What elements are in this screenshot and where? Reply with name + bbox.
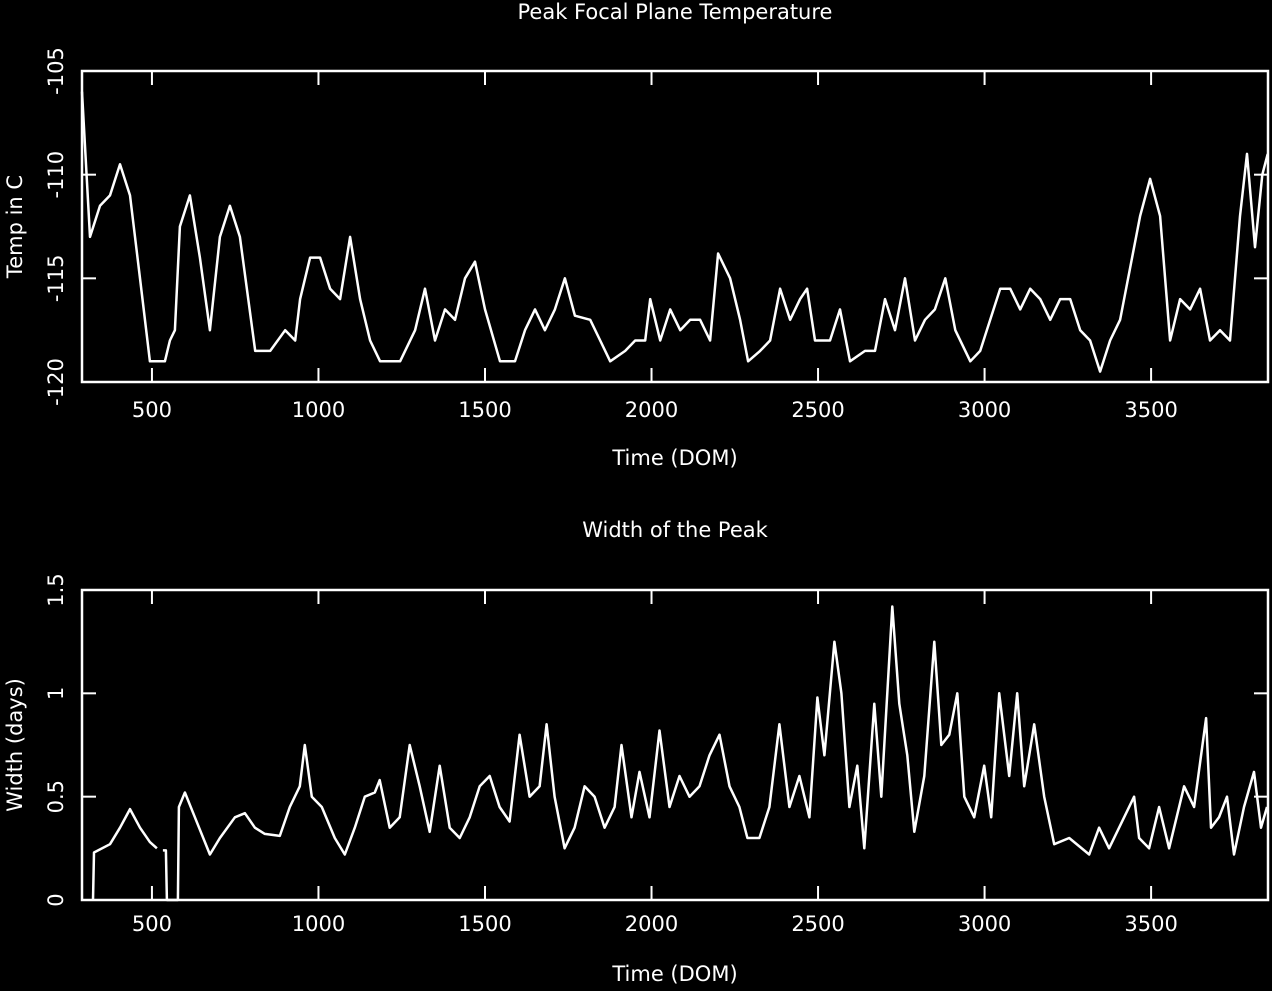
x-tick-label: 3000 — [958, 912, 1011, 936]
x-tick-label: 1500 — [458, 912, 511, 936]
x-tick-label: 3000 — [958, 398, 1011, 422]
data-line — [80, 91, 1269, 373]
y-tick-label: 1.5 — [44, 573, 68, 606]
plot-frame — [80, 69, 1270, 384]
chart-title: Width of the Peak — [582, 518, 768, 542]
x-tick-label: 1500 — [458, 398, 511, 422]
x-tick-label: 500 — [132, 912, 172, 936]
y-tick-label: -110 — [44, 151, 68, 199]
x-tick-label: 500 — [132, 398, 172, 422]
x-tick-label: 2500 — [791, 912, 844, 936]
x-axis-label: Time (DOM) — [611, 446, 737, 470]
data-line — [91, 605, 1269, 902]
y-axis-label: Temp in C — [3, 175, 27, 279]
y-axis-label: Width (days) — [3, 678, 27, 812]
x-tick-label: 2500 — [791, 398, 844, 422]
x-tick-label: 1000 — [292, 398, 345, 422]
y-tick-label: 0.5 — [44, 780, 68, 813]
x-tick-label: 3500 — [1124, 398, 1177, 422]
x-tick-label: 1000 — [292, 912, 345, 936]
x-tick-label: 3500 — [1124, 912, 1177, 936]
x-tick-label: 2000 — [625, 398, 678, 422]
x-tick-label: 2000 — [625, 912, 678, 936]
x-axis-label: Time (DOM) — [611, 962, 737, 986]
y-tick-label: -105 — [44, 47, 68, 95]
chart-title: Peak Focal Plane Temperature — [518, 0, 833, 24]
plot-frame — [80, 588, 1270, 902]
y-tick-label: -120 — [44, 358, 68, 406]
y-tick-label: 1 — [44, 687, 68, 700]
y-tick-label: -115 — [44, 254, 68, 302]
y-tick-label: 0 — [44, 893, 68, 906]
